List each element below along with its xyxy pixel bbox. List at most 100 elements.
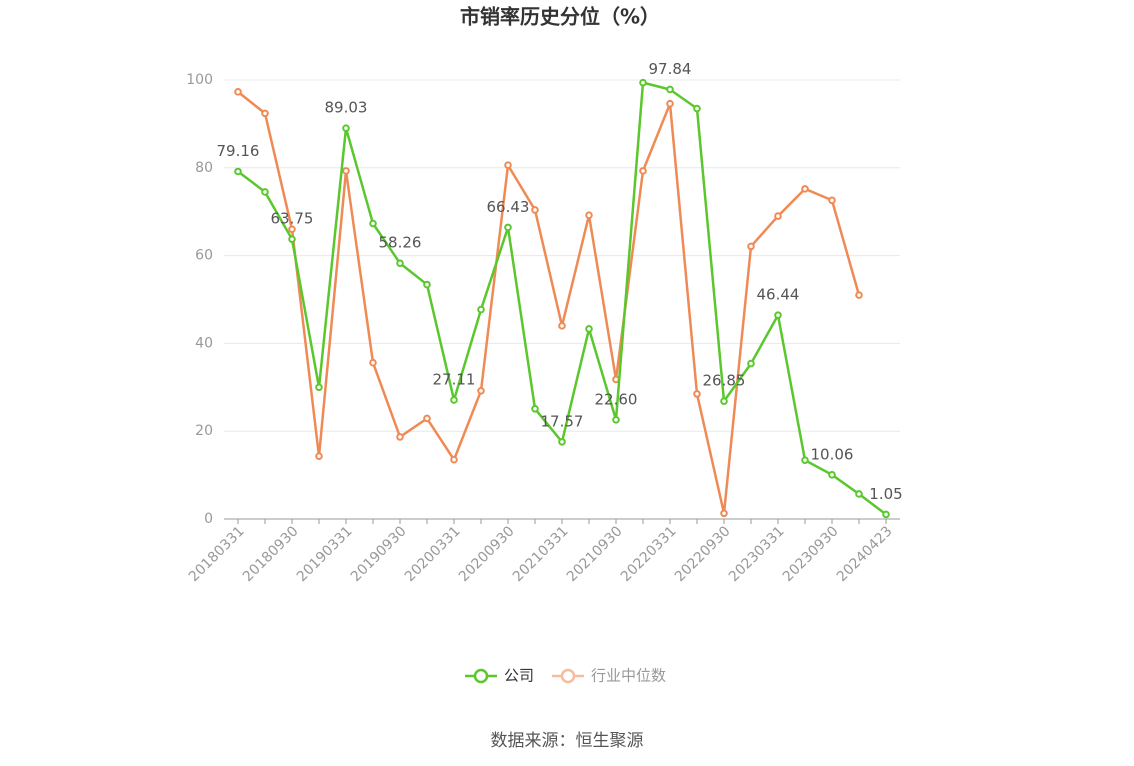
point — [504, 223, 512, 232]
point — [342, 124, 350, 132]
y-tick-label: 20 — [195, 423, 213, 439]
point — [747, 242, 755, 251]
x-tick-label: 20220930 — [672, 523, 734, 585]
data-label: 58.26 — [379, 234, 422, 252]
x-tick-group: 20180930 — [240, 523, 302, 585]
x-tick-label: 20220331 — [618, 523, 680, 585]
data-label: 97.84 — [649, 60, 692, 78]
y-tick-label: 80 — [195, 160, 213, 176]
point — [612, 415, 620, 424]
point — [504, 161, 512, 169]
point — [801, 456, 809, 464]
point — [450, 396, 458, 404]
point — [855, 291, 863, 299]
point — [558, 322, 566, 330]
x-tick-group: 20210930 — [564, 523, 626, 585]
x-tick-group: 20230331 — [726, 523, 788, 585]
y-tick-label: 100 — [186, 72, 213, 88]
point — [396, 259, 404, 268]
point — [396, 433, 404, 441]
point — [747, 359, 755, 368]
data-label: 89.03 — [325, 99, 368, 117]
x-tick-group: 20190331 — [294, 523, 356, 585]
point — [369, 358, 377, 367]
x-tick-group: 20200331 — [402, 523, 464, 585]
point — [855, 490, 863, 498]
data-label: 26.85 — [703, 372, 746, 390]
point — [801, 185, 809, 193]
point — [558, 438, 566, 446]
data-label: 79.16 — [217, 142, 260, 160]
point — [315, 452, 323, 461]
point — [234, 167, 242, 176]
x-tick-group: 20180331 — [186, 523, 248, 585]
point — [693, 104, 701, 113]
x-tick-label: 20200331 — [402, 523, 464, 585]
point — [288, 225, 296, 234]
x-tick-label: 20240423 — [834, 523, 896, 585]
x-tick-label: 20200930 — [456, 523, 518, 585]
point — [261, 109, 269, 118]
x-tick-group: 20240423 — [834, 523, 896, 585]
point — [639, 78, 647, 87]
data-label: 27.11 — [433, 370, 476, 388]
legend-marker — [473, 668, 489, 684]
point — [261, 188, 269, 196]
series-line — [237, 90, 861, 514]
point — [369, 219, 377, 228]
data-label: 66.43 — [487, 198, 530, 216]
x-tick-label: 20180331 — [186, 523, 248, 585]
point — [882, 510, 890, 519]
data-label: 46.44 — [757, 286, 800, 304]
x-tick-label: 20210930 — [564, 523, 626, 585]
x-tick-label: 20180930 — [240, 523, 302, 585]
point — [666, 99, 674, 108]
point — [342, 167, 350, 175]
point — [531, 405, 539, 413]
data-label: 63.75 — [271, 210, 314, 228]
point — [531, 206, 539, 214]
point — [666, 85, 674, 94]
y-tick-label: 60 — [195, 248, 213, 264]
x-tick-group: 20190930 — [348, 523, 410, 585]
legend-marker — [560, 668, 576, 684]
point — [720, 509, 728, 518]
point — [585, 325, 593, 333]
point — [774, 311, 782, 319]
point — [477, 305, 485, 314]
x-tick-label: 20210331 — [510, 523, 572, 585]
point — [828, 196, 836, 205]
x-tick-group: 20220930 — [672, 523, 734, 585]
point — [639, 167, 647, 175]
point — [288, 235, 296, 243]
point — [585, 211, 593, 220]
chart-title: 市销率历史分位（%） — [460, 5, 660, 29]
data-label: 1.05 — [869, 485, 902, 503]
data-label: 17.57 — [541, 412, 584, 430]
data-label: 10.06 — [811, 445, 854, 463]
point — [720, 397, 728, 405]
point — [450, 455, 458, 464]
point — [423, 280, 431, 289]
x-tick-label: 20190331 — [294, 523, 356, 585]
data-label: 22.60 — [595, 390, 638, 408]
x-tick-group: 20230930 — [780, 523, 842, 585]
point — [315, 383, 323, 392]
legend-label: 行业中位数 — [591, 667, 666, 685]
point — [828, 471, 836, 479]
x-tick-group: 20200930 — [456, 523, 518, 585]
x-tick-group: 20210331 — [510, 523, 572, 585]
y-tick-label: 40 — [195, 335, 213, 351]
point — [234, 88, 242, 96]
x-tick-label: 20230331 — [726, 523, 788, 585]
y-tick-label: 0 — [204, 511, 213, 527]
source: 数据来源：恒生聚源 — [491, 731, 644, 751]
point — [774, 212, 782, 220]
point — [693, 390, 701, 398]
point — [477, 387, 485, 395]
x-tick-label: 20190930 — [348, 523, 410, 585]
x-tick-group: 20220331 — [618, 523, 680, 585]
point — [423, 414, 431, 423]
legend-label: 公司 — [504, 667, 534, 685]
